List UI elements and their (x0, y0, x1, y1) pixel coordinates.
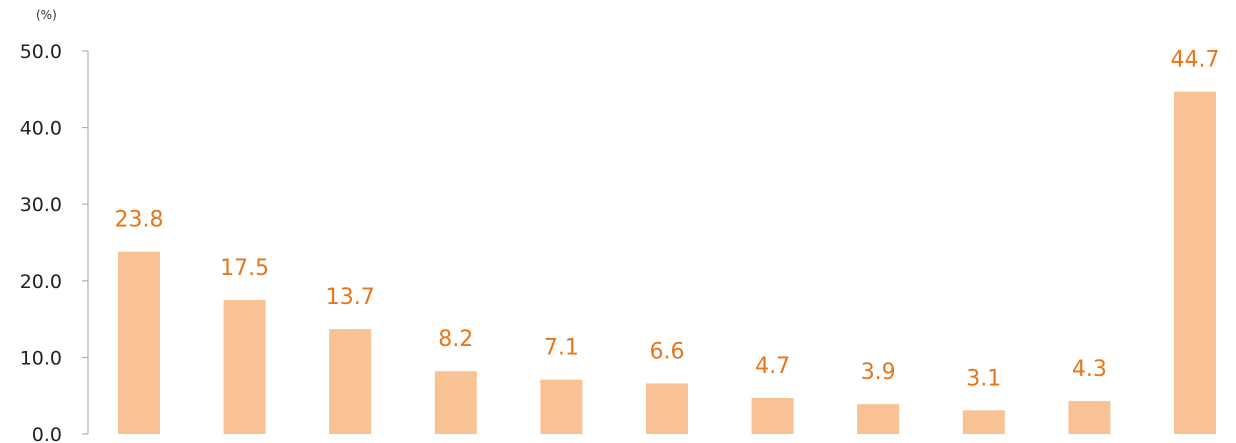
bar-value-label: 44.7 (1171, 48, 1220, 73)
bar-value-label: 3.1 (966, 366, 1001, 391)
bar (1068, 401, 1111, 434)
bar (434, 371, 477, 434)
bar-value-label: 3.9 (861, 360, 896, 385)
bar (646, 383, 688, 434)
bar-value-label: 7.1 (544, 336, 579, 361)
y-axis: 0.0 10.0 20.0 30.0 40.0 50.0 (20, 41, 89, 443)
bar (540, 379, 583, 434)
bar-value-label: 23.8 (115, 208, 164, 233)
bar (857, 404, 900, 434)
bar (223, 299, 266, 434)
bar-value-label: 8.2 (438, 327, 473, 352)
bars (118, 91, 1216, 435)
bar (1174, 91, 1216, 435)
bar (118, 251, 160, 434)
y-tick-label: 20.0 (20, 271, 62, 293)
bar-value-label: 13.7 (326, 285, 375, 310)
bar (962, 410, 1005, 434)
data-labels: 23.8 17.5 13.7 8.2 7.1 6.6 4.7 3.9 3.1 4.3 44.7 (115, 48, 1220, 392)
y-tick-label: 30.0 (20, 194, 62, 216)
bar-value-label: 4.7 (755, 354, 790, 379)
y-tick-label: 50.0 (20, 41, 62, 63)
y-tick-label: 40.0 (20, 118, 62, 140)
bar-value-label: 4.3 (1072, 357, 1107, 382)
bar (751, 397, 794, 434)
bar-value-label: 6.6 (650, 339, 685, 364)
y-tick-label: 0.0 (32, 424, 62, 443)
y-axis-unit-label: (%) (36, 8, 57, 22)
y-tick-label: 10.0 (20, 347, 62, 369)
bar (329, 329, 372, 434)
bar-value-label: 17.5 (220, 256, 269, 281)
